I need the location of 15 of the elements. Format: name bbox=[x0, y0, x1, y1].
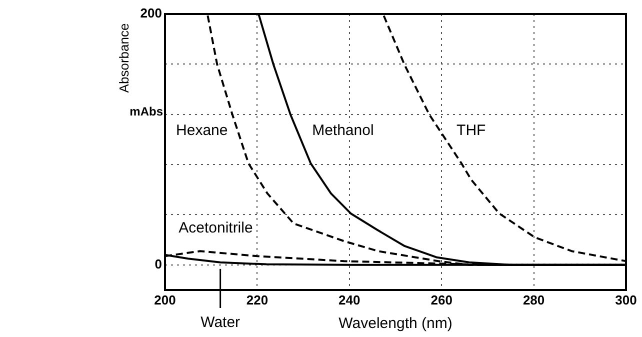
x-tick-label: 280 bbox=[522, 292, 545, 308]
text: mAbs bbox=[130, 104, 164, 118]
y-axis-title: Absorbance bbox=[116, 23, 132, 93]
text: Water bbox=[200, 314, 240, 332]
x-tick-label: 220 bbox=[246, 292, 268, 308]
x-tick-label: 300 bbox=[615, 292, 637, 308]
x-tick-label: 260 bbox=[430, 292, 452, 308]
series-label: Methanol bbox=[312, 122, 374, 139]
x-tick-label: 240 bbox=[338, 292, 360, 308]
series-label: Hexane bbox=[176, 122, 228, 139]
series-label: THF bbox=[456, 122, 486, 139]
series-label: Acetonitrile bbox=[178, 220, 253, 237]
x-axis-title: Wavelength (nm) bbox=[338, 315, 452, 332]
y-tick-label: 0 bbox=[154, 256, 162, 272]
x-tick-label: 200 bbox=[154, 292, 176, 308]
